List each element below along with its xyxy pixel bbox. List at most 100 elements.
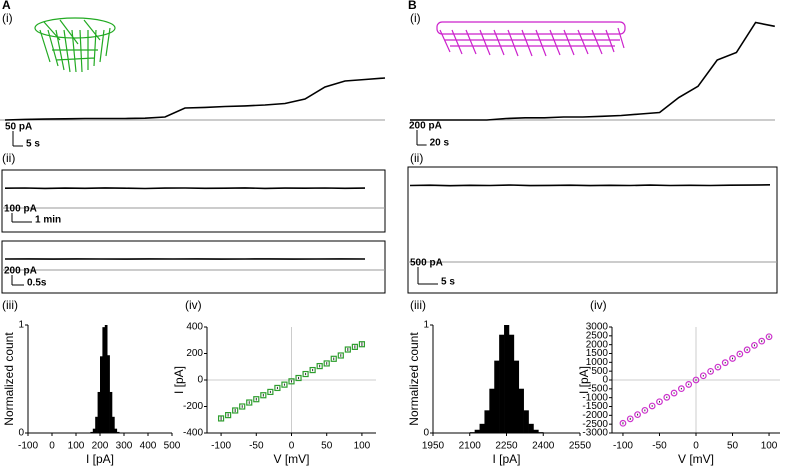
y-axis-label: Normalized count [407, 332, 421, 426]
y-tick-label: -2500 [582, 419, 608, 430]
point [232, 407, 239, 414]
point [743, 346, 751, 354]
point [295, 374, 302, 382]
x-tick-label: -100 [613, 441, 633, 452]
y-tick-label: -3000 [582, 428, 608, 439]
trace [4, 77, 386, 121]
point [288, 378, 295, 385]
protein-magenta [436, 21, 626, 57]
hist-bar [114, 428, 118, 433]
point [309, 366, 316, 374]
hist-bar [508, 334, 515, 433]
point [253, 396, 260, 403]
scale-bar-x-label: 5 s [441, 277, 455, 288]
y-tick-label: 200 [186, 348, 203, 359]
point [351, 343, 358, 350]
point [274, 384, 281, 392]
trace [410, 21, 775, 121]
point [634, 411, 641, 419]
hist-bar [523, 410, 529, 433]
x-tick-label: 1950 [422, 441, 445, 452]
panel-label: (ii) [2, 151, 15, 165]
hist-bar [107, 355, 110, 433]
trace-box [1, 169, 386, 233]
point [281, 381, 288, 388]
y-tick-label: 1000 [586, 357, 609, 368]
x-axis-label: V [mV] [678, 452, 714, 466]
trace-box [1, 240, 386, 294]
y-tick-label: 3000 [586, 322, 609, 333]
x-tick-label: 2550 [569, 441, 592, 452]
x-tick-label: 2250 [495, 441, 518, 452]
point [692, 376, 700, 384]
hist-bar [474, 429, 480, 433]
point [641, 406, 649, 414]
x-tick-label: 2400 [532, 441, 555, 452]
x-tick-label: 100 [354, 441, 371, 452]
y-axis-label: Normalized count [2, 332, 16, 426]
panel-label: (iii) [2, 298, 18, 312]
strands [39, 19, 111, 73]
point [246, 399, 253, 406]
panel-label: (i) [2, 11, 13, 25]
strands [439, 27, 625, 57]
scale-bar-y-label: 100 pA [4, 204, 37, 215]
y-tick-label: 400 [186, 322, 203, 333]
point [663, 393, 671, 401]
scale-bar-x-label: 5 s [26, 139, 40, 150]
point [217, 415, 225, 422]
y-tick-label: -1500 [582, 401, 608, 412]
scale-bar-y-label: 200 pA [4, 266, 37, 277]
point [239, 403, 246, 410]
hist-bar [518, 388, 524, 433]
hist-bar [109, 391, 113, 433]
panel-label: A [2, 0, 11, 12]
hist-bar [95, 416, 98, 433]
x-tick-label: 0 [289, 441, 295, 452]
x-tick-label: 400 [140, 441, 157, 452]
ring [34, 17, 116, 39]
scale-bar-y-label: 200 pA [409, 121, 442, 132]
y-tick-label: 2500 [586, 330, 609, 341]
hist-bar [494, 360, 500, 433]
x-tick-label: 50 [321, 441, 333, 452]
point [721, 359, 729, 367]
y-axis-label: I [pA] [172, 366, 186, 394]
hist-bar [533, 429, 539, 433]
point [648, 402, 656, 410]
y-tick-label: 0 [602, 375, 608, 386]
point [758, 337, 766, 345]
point [344, 346, 351, 353]
point [267, 388, 274, 396]
trace [409, 184, 771, 187]
hist-bar [504, 325, 510, 433]
hist-bar [499, 334, 505, 433]
x-tick-label: 100 [761, 441, 778, 452]
x-tick-label: -50 [249, 441, 264, 452]
panel-label: B [408, 0, 417, 12]
y-tick-label: 2000 [586, 339, 609, 350]
point [670, 389, 678, 397]
point [316, 362, 323, 370]
y-tick-label: -400 [183, 428, 203, 439]
trace-box [407, 166, 778, 294]
x-tick-label: 200 [92, 441, 109, 452]
panel-label: (i) [410, 11, 421, 25]
point [323, 360, 330, 367]
point [225, 412, 232, 419]
point [736, 350, 744, 358]
hist-bar [528, 423, 534, 433]
point [699, 372, 707, 380]
point [685, 381, 693, 388]
point [751, 341, 758, 349]
hist-bar [104, 325, 108, 433]
hist-bar [489, 388, 495, 433]
x-tick-label: -100 [18, 441, 38, 452]
x-tick-label: -100 [211, 441, 231, 452]
x-axis-label: I [pA] [492, 452, 520, 466]
hist-bar [479, 423, 485, 433]
y-tick-label: 1 [423, 320, 429, 331]
trace [4, 187, 366, 190]
scale-bar-x-label: 0.5s [27, 278, 47, 289]
